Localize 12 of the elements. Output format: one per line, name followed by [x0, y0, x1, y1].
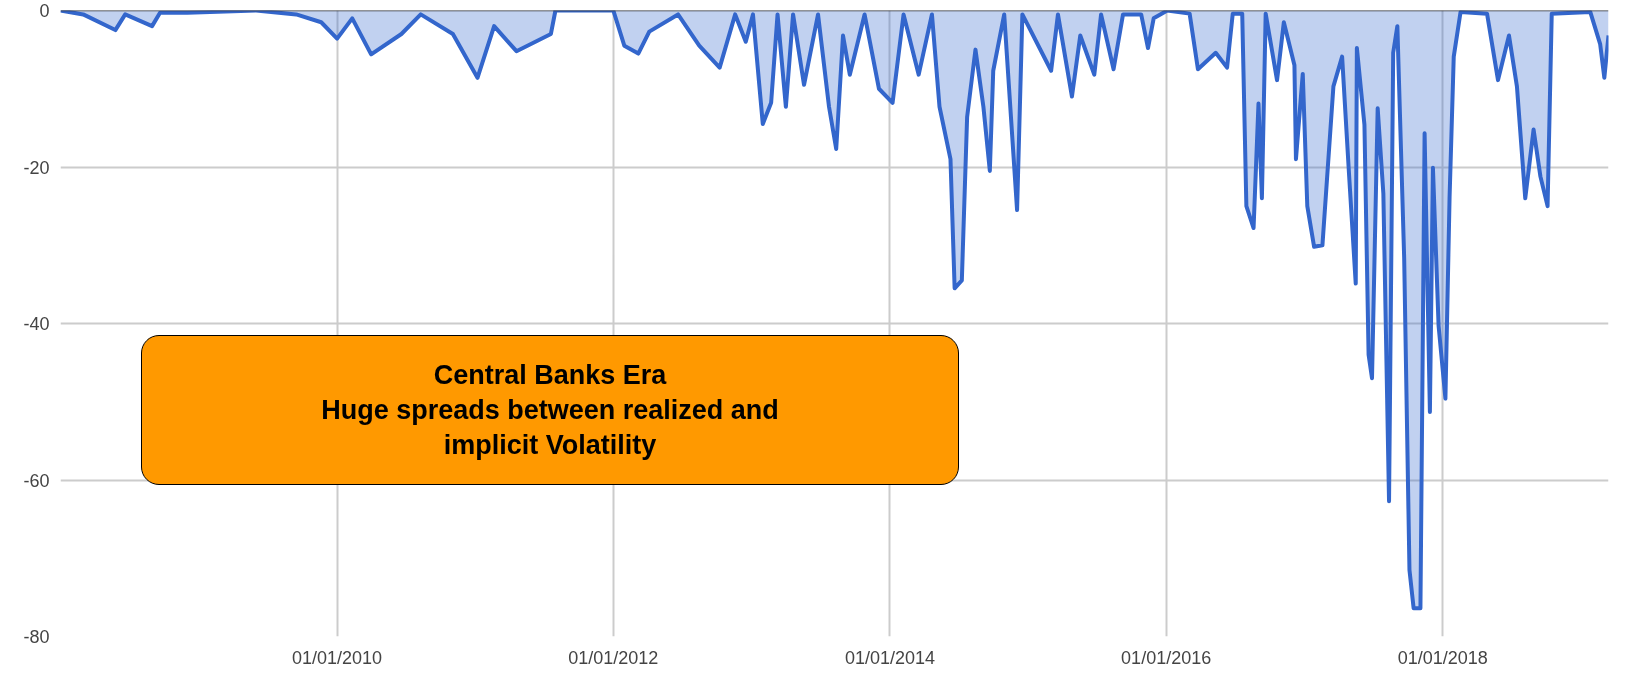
annotation-box: Central Banks Era Huge spreads between realized and implicit Volatility: [141, 335, 959, 485]
y-tick-label: 0: [39, 1, 50, 21]
x-tick-label: 01/01/2014: [844, 647, 935, 668]
x-tick-label: 01/01/2016: [1121, 647, 1212, 668]
y-tick-label: -20: [23, 157, 50, 178]
x-tick-label: 01/01/2018: [1397, 647, 1488, 668]
annotation: Central Banks Era Huge spreads between realized and implicit Volatility: [321, 358, 779, 462]
x-tick-label: 01/01/2012: [568, 647, 659, 668]
x-tick-label: 01/01/2010: [292, 647, 383, 668]
y-tick-label: -60: [23, 470, 50, 491]
y-tick-label: -80: [23, 627, 50, 647]
y-tick-label: -40: [23, 314, 50, 334]
